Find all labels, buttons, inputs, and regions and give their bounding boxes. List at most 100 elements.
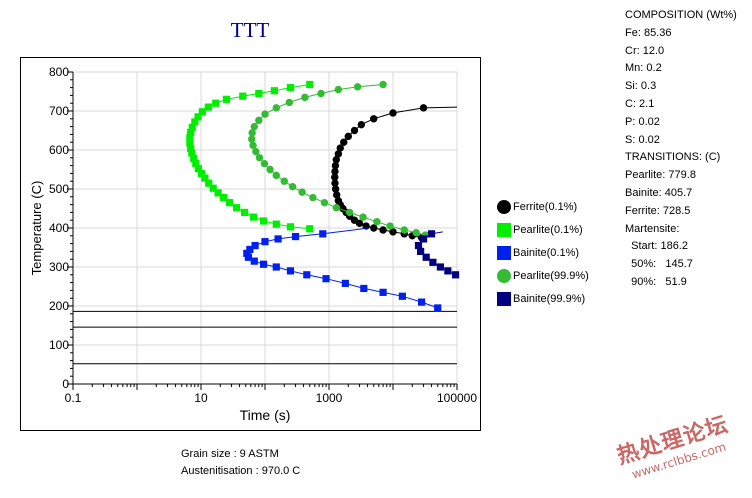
info-line: Fe: 85.36 bbox=[625, 26, 672, 39]
bainite-0-1-point bbox=[379, 288, 387, 296]
info-line: Cr: 12.0 bbox=[625, 44, 665, 57]
ferrite-0-1-point bbox=[333, 191, 341, 199]
ferrite-0-1-point bbox=[334, 150, 343, 158]
y-tick-label: 100 bbox=[49, 338, 69, 352]
info-line: 50%: 145.7 bbox=[625, 258, 693, 271]
y-tick-label: 800 bbox=[49, 65, 69, 79]
info-line: Bainite: 405.7 bbox=[625, 186, 693, 199]
legend-marker bbox=[497, 223, 511, 238]
grain-size-text: Grain size : 9 ASTM bbox=[181, 448, 279, 460]
pearlite-0-1-point bbox=[259, 217, 268, 225]
info-line: C: 2.1 bbox=[625, 97, 655, 110]
pearlite-0-1-point bbox=[212, 99, 220, 107]
legend-marker bbox=[497, 291, 511, 306]
ferrite-0-1-point bbox=[331, 173, 339, 181]
pearlite-99-9-point bbox=[272, 104, 280, 112]
bainite-0-1-point bbox=[286, 267, 295, 275]
pearlite-99-9-point bbox=[379, 80, 387, 89]
pearlite-99-9-point bbox=[288, 182, 297, 191]
pearlite-0-1-point bbox=[239, 92, 247, 100]
x-tick-label: 10 bbox=[194, 391, 208, 405]
legend-item: Pearlite(0.1%) bbox=[497, 219, 589, 242]
info-line: S: 0.02 bbox=[625, 133, 660, 146]
info-line: 90%: 51.9 bbox=[625, 275, 687, 288]
pearlite-99-9-point bbox=[301, 93, 309, 102]
ferrite-0-1-point bbox=[419, 104, 428, 112]
ferrite-0-1-point bbox=[357, 120, 366, 129]
pearlite-0-1-point bbox=[249, 213, 258, 221]
ferrite-0-1-point bbox=[331, 179, 339, 187]
bainite-99-9-point bbox=[414, 241, 423, 250]
pearlite-0-1-point bbox=[219, 193, 228, 202]
pearlite-99-9-point bbox=[255, 116, 263, 125]
pearlite-99-9-point bbox=[250, 122, 258, 131]
pearlite-0-1-point bbox=[286, 84, 295, 92]
x-axis-label: Time (s) bbox=[240, 407, 291, 423]
pearlite-99-9-point bbox=[320, 198, 329, 207]
bainite-0-1-curve bbox=[246, 227, 438, 309]
ferrite-0-1-point bbox=[379, 226, 387, 234]
pearlite-0-1-point bbox=[233, 204, 241, 212]
pearlite-99-9-point bbox=[412, 228, 420, 237]
info-line: Ferrite: 728.5 bbox=[625, 204, 691, 217]
y-tick-label: 200 bbox=[49, 299, 69, 313]
legend-marker bbox=[497, 200, 511, 215]
pearlite-0-1-point bbox=[272, 220, 280, 228]
pearlite-99-9-point bbox=[317, 89, 325, 98]
footer: Grain size : 9 ASTM Austenitisation : 97… bbox=[181, 446, 300, 480]
pearlite-0-1-point bbox=[192, 160, 200, 168]
info-line: Martensite: bbox=[625, 222, 680, 235]
bainite-99-9-point bbox=[429, 258, 437, 266]
pearlite-99-9-point bbox=[309, 193, 317, 202]
pearlite-99-9-point bbox=[260, 159, 269, 168]
pearlite-0-1-point bbox=[204, 103, 212, 111]
chart-title: TTT bbox=[230, 18, 270, 42]
ferrite-0-1-point bbox=[331, 185, 340, 193]
pearlite-0-1-point bbox=[190, 154, 198, 163]
bainite-0-1-point bbox=[261, 238, 269, 246]
pearlite-0-1-point bbox=[240, 208, 249, 216]
bainite-99-9-point bbox=[427, 230, 436, 238]
y-tick-label: 400 bbox=[49, 221, 69, 235]
ferrite-0-1-point bbox=[370, 224, 378, 232]
legend-item: Bainite(0.1%) bbox=[497, 242, 589, 265]
legend-item: Bainite(99.9%) bbox=[497, 287, 589, 310]
legend-label: Pearlite(0.1%) bbox=[513, 224, 583, 237]
pearlite-99-9-point bbox=[285, 98, 294, 107]
pearlite-99-9-point bbox=[400, 226, 408, 234]
pearlite-99-9-point bbox=[249, 141, 257, 150]
ferrite-0-1-point bbox=[370, 115, 378, 123]
pearlite-99-9-point bbox=[255, 154, 264, 162]
austenitisation-text: Austenitisation : 970.0 C bbox=[181, 465, 301, 477]
bainite-0-1-point bbox=[274, 235, 282, 243]
pearlite-0-1-point bbox=[198, 108, 206, 116]
legend-label: Pearlite(99.9%) bbox=[513, 269, 589, 282]
pearlite-99-9-point bbox=[332, 204, 340, 212]
x-tick-label: 1000 bbox=[316, 391, 343, 405]
pearlite-99-9-point bbox=[280, 177, 288, 185]
bainite-0-1-point bbox=[246, 245, 254, 254]
pearlite-99-9-point bbox=[252, 147, 260, 156]
pearlite-0-1-point bbox=[286, 223, 295, 231]
chart-frame bbox=[20, 57, 481, 431]
ferrite-0-1-point bbox=[362, 222, 370, 230]
info-line: Si: 0.3 bbox=[625, 80, 657, 93]
pearlite-0-1-point bbox=[186, 139, 194, 147]
legend-marker bbox=[497, 268, 511, 283]
legend-item: Ferrite(0.1%) bbox=[497, 196, 589, 219]
pearlite-0-1-point bbox=[306, 80, 314, 89]
pearlite-0-1-point bbox=[187, 128, 195, 137]
info-line: COMPOSITION (Wt%) bbox=[625, 9, 737, 21]
bainite-0-1-point bbox=[434, 304, 442, 312]
bainite-0-1-point bbox=[272, 263, 280, 271]
pearlite-99-9-point bbox=[373, 218, 381, 226]
pearlite-0-1-point bbox=[209, 184, 217, 192]
bainite-0-1-point bbox=[244, 253, 252, 261]
info-line: Pearlite: 779.8 bbox=[625, 169, 696, 182]
pearlite-0-1-point bbox=[197, 169, 206, 177]
pearlite-99-9-point bbox=[334, 85, 343, 94]
info-line: Start: 186.2 bbox=[625, 240, 688, 253]
bainite-0-1-point bbox=[418, 298, 426, 306]
ferrite-0-1-point bbox=[331, 167, 339, 176]
info-line: TRANSITIONS: (C) bbox=[625, 151, 721, 164]
